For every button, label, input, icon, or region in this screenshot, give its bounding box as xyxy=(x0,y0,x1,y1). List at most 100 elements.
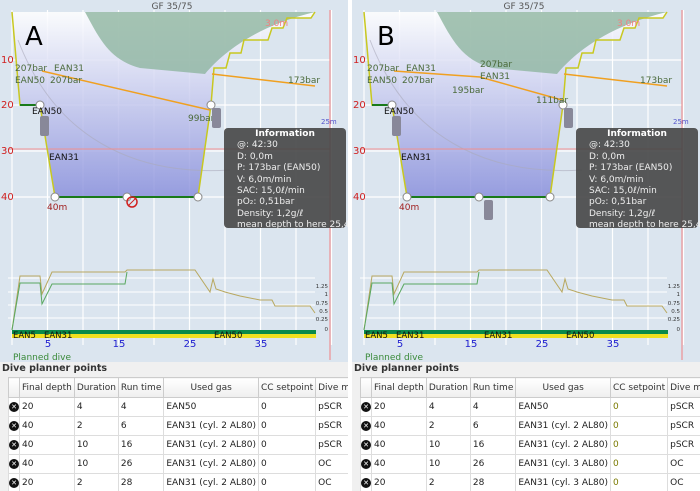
table-cell[interactable]: 0 xyxy=(609,454,669,474)
table-cell[interactable]: 40 xyxy=(19,416,75,436)
table-cell[interactable]: 16 xyxy=(469,435,517,455)
table-cell[interactable]: 4 xyxy=(469,397,517,417)
table-cell[interactable]: 20 xyxy=(19,473,75,491)
table-cell[interactable]: pSCR xyxy=(315,397,348,417)
table-row[interactable]: ✕ 40 10 16 EAN31 (cyl. 2 AL80) 0 pSCR xyxy=(8,435,348,455)
column-header[interactable]: Dive mo xyxy=(315,377,348,398)
column-header[interactable]: Run time xyxy=(469,377,517,398)
table-cell[interactable]: pSCR xyxy=(667,397,700,417)
table-row[interactable]: ✕ 20 2 28 EAN31 (cyl. 3 AL80) 0 OC xyxy=(360,473,700,491)
column-header[interactable]: Duration xyxy=(425,377,471,398)
table-cell[interactable]: EAN31 (cyl. 2 AL80) xyxy=(515,435,611,455)
trash-icon[interactable]: ✕ xyxy=(361,459,371,469)
table-cell[interactable]: 40 xyxy=(19,454,75,474)
table-row[interactable]: ✕ 20 2 28 EAN31 (cyl. 2 AL80) 0 OC xyxy=(8,473,348,491)
table-row[interactable]: ✕ 40 2 6 EAN31 (cyl. 2 AL80) 0 pSCR xyxy=(360,416,700,436)
table-cell[interactable]: 26 xyxy=(469,454,517,474)
column-header[interactable]: Used gas xyxy=(163,377,259,398)
table-cell[interactable]: 0 xyxy=(257,473,317,491)
column-header[interactable]: CC setpoint xyxy=(609,377,669,398)
table-row[interactable]: ✕ 20 4 4 EAN50 0 pSCR xyxy=(8,397,348,417)
table-cell[interactable]: EAN31 (cyl. 2 AL80) xyxy=(163,473,259,491)
table-cell[interactable]: 0 xyxy=(609,435,669,455)
table-cell[interactable]: 0 xyxy=(257,416,317,436)
table-cell[interactable]: 2 xyxy=(73,416,119,436)
table-cell[interactable]: 2 xyxy=(425,473,471,491)
dive-profile-graph[interactable]: 10 20 30 40 5 15 25 35 1.25 1 0.75 0.5 0.25 0 A GF … xyxy=(0,0,348,362)
table-cell[interactable]: OC xyxy=(315,454,348,474)
table-row[interactable]: ✕ 40 10 16 EAN31 (cyl. 2 AL80) 0 pSCR xyxy=(360,435,700,455)
planner-point-handle[interactable] xyxy=(193,192,203,202)
planner-point-handle[interactable] xyxy=(545,192,555,202)
table-cell[interactable]: EAN31 (cyl. 3 AL80) xyxy=(515,473,611,491)
table-cell[interactable]: 40 xyxy=(371,454,427,474)
table-cell[interactable]: 40 xyxy=(371,416,427,436)
table-cell[interactable]: EAN31 (cyl. 2 AL80) xyxy=(163,454,259,474)
table-cell[interactable]: 28 xyxy=(469,473,517,491)
table-row[interactable]: ✕ 20 4 4 EAN50 0 pSCR xyxy=(360,397,700,417)
dive-profile-graph[interactable]: 10 20 30 40 5 15 25 35 1.25 1 0.75 0.5 0.25 0 B GF … xyxy=(352,0,700,362)
table-cell[interactable]: 6 xyxy=(117,416,165,436)
trash-icon[interactable]: ✕ xyxy=(9,402,19,412)
planner-point-handle[interactable] xyxy=(474,192,484,202)
table-cell[interactable]: 20 xyxy=(19,397,75,417)
table-cell[interactable]: 26 xyxy=(117,454,165,474)
table-cell[interactable]: 10 xyxy=(425,435,471,455)
trash-icon[interactable]: ✕ xyxy=(361,478,371,488)
table-row[interactable]: ✕ 40 2 6 EAN31 (cyl. 2 AL80) 0 pSCR xyxy=(8,416,348,436)
table-cell[interactable]: 40 xyxy=(19,435,75,455)
table-cell[interactable]: 4 xyxy=(73,397,119,417)
planner-point-handle[interactable] xyxy=(402,192,412,202)
table-cell[interactable]: 10 xyxy=(425,454,471,474)
planner-point-handle[interactable] xyxy=(558,100,568,110)
table-cell[interactable]: 0 xyxy=(257,435,317,455)
table-cell[interactable]: pSCR xyxy=(315,435,348,455)
table-cell[interactable]: 16 xyxy=(117,435,165,455)
table-cell[interactable]: pSCR xyxy=(667,435,700,455)
trash-icon[interactable]: ✕ xyxy=(361,421,371,431)
planner-point-handle[interactable] xyxy=(50,192,60,202)
table-cell[interactable]: EAN31 (cyl. 3 AL80) xyxy=(515,454,611,474)
table-cell[interactable]: 6 xyxy=(469,416,517,436)
column-header[interactable]: Final depth xyxy=(19,377,75,398)
trash-icon[interactable]: ✕ xyxy=(9,459,19,469)
table-cell[interactable]: 0 xyxy=(609,397,669,417)
trash-icon[interactable]: ✕ xyxy=(361,402,371,412)
table-cell[interactable]: 2 xyxy=(73,473,119,491)
column-header[interactable]: Duration xyxy=(73,377,119,398)
table-cell[interactable]: pSCR xyxy=(667,416,700,436)
table-cell[interactable]: 0 xyxy=(609,473,669,491)
table-cell[interactable]: EAN31 (cyl. 2 AL80) xyxy=(163,435,259,455)
trash-icon[interactable]: ✕ xyxy=(9,440,19,450)
column-header[interactable]: Final depth xyxy=(371,377,427,398)
table-cell[interactable]: 10 xyxy=(73,454,119,474)
table-cell[interactable]: 2 xyxy=(425,416,471,436)
planner-point-handle[interactable] xyxy=(35,100,45,110)
profile-line[interactable] xyxy=(11,11,316,198)
table-cell[interactable]: 10 xyxy=(73,435,119,455)
table-cell[interactable]: EAN31 (cyl. 2 AL80) xyxy=(163,416,259,436)
table-row[interactable]: ✕ 40 10 26 EAN31 (cyl. 3 AL80) 0 OC xyxy=(360,454,700,474)
trash-icon[interactable]: ✕ xyxy=(9,421,19,431)
table-cell[interactable]: 0 xyxy=(257,454,317,474)
table-cell[interactable]: OC xyxy=(315,473,348,491)
planner-point-handle[interactable] xyxy=(206,100,216,110)
column-header[interactable]: Dive mo xyxy=(667,377,700,398)
table-cell[interactable]: 4 xyxy=(117,397,165,417)
trash-icon[interactable]: ✕ xyxy=(9,478,19,488)
table-cell[interactable]: OC xyxy=(667,473,700,491)
table-cell[interactable]: EAN50 xyxy=(163,397,259,417)
table-cell[interactable]: 0 xyxy=(609,416,669,436)
column-header[interactable]: CC setpoint xyxy=(257,377,317,398)
table-cell[interactable]: 40 xyxy=(371,435,427,455)
column-header[interactable]: Run time xyxy=(117,377,165,398)
table-cell[interactable]: 0 xyxy=(257,397,317,417)
table-cell[interactable]: 28 xyxy=(117,473,165,491)
table-cell[interactable]: EAN50 xyxy=(515,397,611,417)
profile-line[interactable] xyxy=(363,11,668,198)
table-cell[interactable]: OC xyxy=(667,454,700,474)
trash-icon[interactable]: ✕ xyxy=(361,440,371,450)
table-cell[interactable]: 4 xyxy=(425,397,471,417)
table-cell[interactable]: 20 xyxy=(371,397,427,417)
table-cell[interactable]: pSCR xyxy=(315,416,348,436)
